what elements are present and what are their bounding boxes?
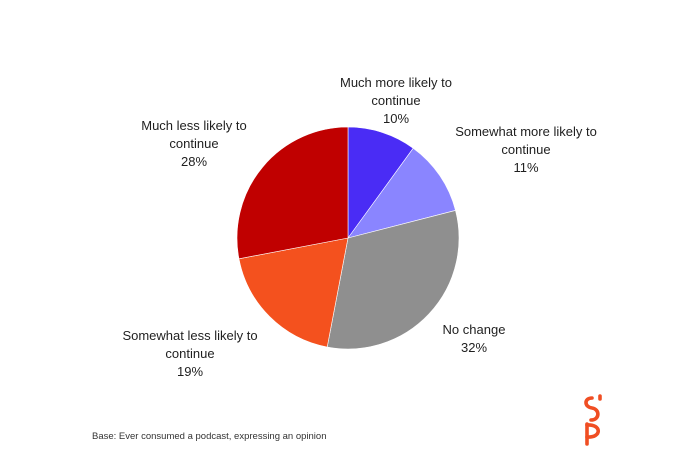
- base-footnote: Base: Ever consumed a podcast, expressin…: [92, 431, 327, 442]
- slice-value-label: 19%: [177, 364, 203, 379]
- pie-slice: [238, 237, 349, 348]
- slice-value-label: 11%: [513, 160, 538, 175]
- slice-labels: Much more likely to continue 10% Somewhat m…: [122, 75, 596, 379]
- slice-category-label: continue: [501, 142, 550, 157]
- sp-monogram-logo: [584, 394, 602, 446]
- slice-value-label: 32%: [461, 340, 487, 355]
- slice-category-label: continue: [165, 346, 214, 361]
- pie-slice: [347, 147, 456, 239]
- slice-category-label: Much less likely to: [141, 118, 246, 133]
- slice-category-label: Somewhat less likely to: [122, 328, 257, 343]
- slice-category-label: Somewhat more likely to: [455, 124, 597, 139]
- slice-value-label: 28%: [181, 154, 207, 169]
- pie-slices: [236, 126, 460, 350]
- slice-category-label: continue: [371, 93, 420, 108]
- slice-category-label: continue: [169, 136, 218, 151]
- pie-slice: [326, 210, 460, 350]
- slice-value-label: 10%: [383, 111, 409, 126]
- slice-category-label: Much more likely to: [340, 75, 452, 90]
- slice-category-label: No change: [443, 322, 506, 337]
- pie-slice: [236, 126, 349, 260]
